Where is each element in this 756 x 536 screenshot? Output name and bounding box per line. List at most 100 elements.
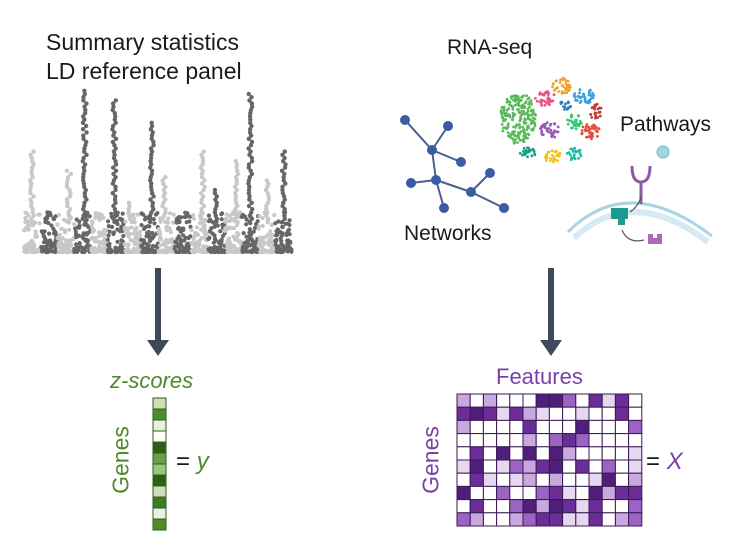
snp-peak-point bbox=[246, 162, 252, 167]
network-node bbox=[439, 203, 449, 213]
snp-peak-point bbox=[247, 114, 253, 119]
snp-point bbox=[171, 212, 176, 217]
snp-peak-point bbox=[248, 120, 253, 126]
features-title: Features bbox=[496, 364, 583, 389]
feature-cell bbox=[535, 406, 550, 421]
feature-cell bbox=[496, 512, 511, 527]
genes-axis-label-right: Genes bbox=[417, 426, 444, 494]
snp-point bbox=[220, 233, 226, 239]
cell-point bbox=[524, 100, 528, 104]
snp-peak-point bbox=[233, 175, 239, 180]
snp-peak-point bbox=[113, 210, 118, 215]
y-symbol: y bbox=[196, 448, 209, 475]
snp-peak-point bbox=[280, 152, 285, 157]
feature-cell bbox=[535, 393, 550, 408]
feature-cell bbox=[469, 433, 484, 448]
snp-point bbox=[89, 236, 94, 241]
snp-point bbox=[233, 249, 238, 255]
feature-cell bbox=[469, 485, 484, 501]
snp-point bbox=[77, 241, 82, 246]
feature-cell bbox=[535, 512, 550, 527]
snp-peak-point bbox=[127, 203, 132, 209]
kinase-tail bbox=[618, 219, 625, 225]
snp-peak-point bbox=[264, 178, 269, 183]
cell-point bbox=[512, 94, 516, 98]
cell-point bbox=[541, 133, 545, 137]
feature-cell bbox=[456, 406, 471, 421]
snp-peak-point bbox=[81, 133, 86, 138]
cell-point bbox=[590, 106, 594, 110]
equals-sign-right: = bbox=[646, 448, 667, 475]
snp-peak-point bbox=[126, 200, 132, 205]
snp-peak-point bbox=[129, 219, 134, 225]
snp-point bbox=[110, 224, 115, 229]
snp-point bbox=[197, 248, 202, 253]
snp-peak-point bbox=[83, 210, 88, 215]
snp-peak-point bbox=[201, 203, 207, 209]
snp-point bbox=[182, 214, 187, 220]
cell-point bbox=[583, 98, 587, 102]
cell-point bbox=[591, 132, 594, 135]
snp-point bbox=[52, 249, 58, 255]
snp-peak-point bbox=[148, 155, 154, 161]
snp-point bbox=[86, 230, 91, 235]
cell-point bbox=[566, 122, 570, 126]
snp-point bbox=[149, 249, 154, 254]
snp-point bbox=[206, 213, 211, 218]
snp-peak-point bbox=[68, 171, 74, 177]
feature-cell bbox=[562, 485, 577, 501]
x-symbol: X bbox=[666, 448, 683, 475]
snp-point bbox=[233, 237, 238, 242]
cell-point bbox=[527, 102, 530, 106]
feature-cell bbox=[469, 419, 484, 435]
cell-point bbox=[590, 116, 594, 119]
snp-point bbox=[222, 248, 227, 253]
manhattan-plot bbox=[22, 88, 294, 255]
snp-peak-point bbox=[149, 210, 154, 215]
snp-peak-point bbox=[68, 207, 73, 212]
snp-point bbox=[145, 224, 150, 229]
snp-peak-point bbox=[113, 114, 118, 119]
snp-peak-point bbox=[151, 143, 156, 148]
snp-point bbox=[93, 236, 98, 241]
feature-cell bbox=[535, 433, 550, 448]
snp-peak-point bbox=[30, 210, 36, 215]
snp-peak-point bbox=[110, 101, 116, 106]
snp-peak-point bbox=[150, 130, 155, 135]
feature-cell bbox=[575, 512, 590, 527]
snp-peak-point bbox=[249, 95, 254, 100]
feature-cell bbox=[628, 446, 643, 461]
cell-point bbox=[525, 94, 528, 97]
snp-point bbox=[37, 221, 42, 226]
snp-point bbox=[251, 229, 256, 234]
network-edge bbox=[431, 149, 437, 181]
cell-point bbox=[567, 151, 571, 155]
feature-cell bbox=[535, 485, 550, 501]
rnaseq-label: RNA-seq bbox=[447, 36, 533, 59]
cell-point bbox=[569, 158, 573, 162]
snp-peak-point bbox=[82, 162, 88, 167]
snp-peak-point bbox=[65, 219, 71, 225]
snp-peak-point bbox=[234, 181, 239, 186]
snp-point bbox=[135, 237, 140, 242]
snp-point bbox=[168, 249, 174, 254]
snp-point bbox=[132, 216, 137, 221]
feature-cell bbox=[456, 485, 471, 501]
snp-point bbox=[260, 223, 265, 228]
snp-point bbox=[85, 242, 90, 247]
cell-point bbox=[526, 115, 530, 119]
snp-peak-point bbox=[202, 178, 207, 183]
snp-peak-point bbox=[248, 168, 253, 173]
cell-point bbox=[564, 82, 568, 85]
snp-point bbox=[118, 229, 123, 234]
snp-point bbox=[152, 249, 157, 254]
snp-point bbox=[25, 219, 31, 224]
snp-point bbox=[152, 221, 157, 226]
network-node bbox=[456, 157, 466, 167]
feature-cell bbox=[496, 459, 511, 474]
cell-point bbox=[573, 146, 577, 150]
cell-point bbox=[574, 98, 577, 102]
feature-cell bbox=[575, 433, 590, 448]
equation-x: = X bbox=[646, 448, 683, 476]
feature-cell bbox=[614, 459, 630, 474]
